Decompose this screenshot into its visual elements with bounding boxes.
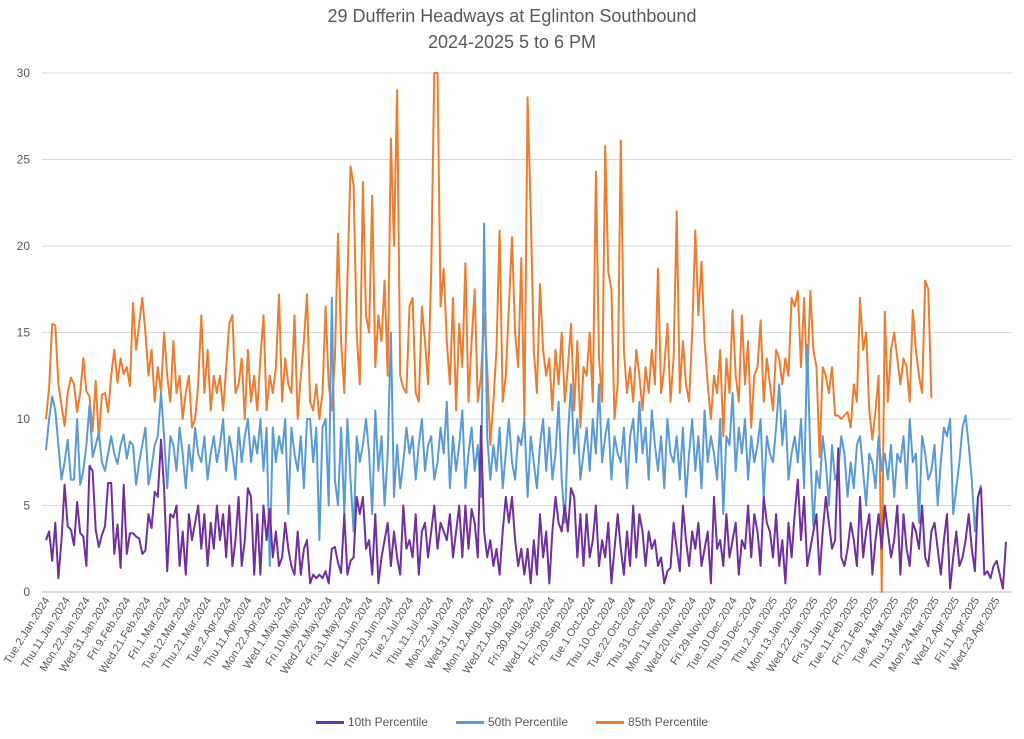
y-tick-label: 15 [17,326,31,340]
legend-item-50th: 50th Percentile [455,715,569,729]
series-line-85th-percentile [45,72,933,593]
legend-swatch-10th [315,720,344,724]
legend-swatch-85th [596,720,625,724]
y-tick-label: 20 [17,239,31,253]
legend-label-10th: 10th Percentile [347,715,428,729]
y-tick-label: 0 [23,585,30,599]
series-line-50th-percentile [45,222,983,567]
series-line-10th-percentile [45,424,1007,590]
y-tick-label: 30 [17,66,31,80]
legend: 10th Percentile 50th Percentile 85th Per… [0,715,1024,729]
legend-swatch-50th [455,720,484,724]
y-tick-label: 10 [17,412,31,426]
legend-item-10th: 10th Percentile [315,715,428,729]
chart-title: 29 Dufferin Headways at Eglinton Southbo… [327,6,697,26]
legend-item-85th: 85th Percentile [596,715,708,729]
legend-label-50th: 50th Percentile [487,715,569,729]
legend-label-85th: 85th Percentile [628,715,709,729]
chart-subtitle: 2024-2025 5 to 6 PM [427,32,597,52]
y-tick-label: 5 [23,499,30,513]
line-chart: 051015202530Tue.2.Jan.2024Thu.11.Jan.202… [2,66,1012,676]
y-tick-label: 25 [17,153,31,167]
